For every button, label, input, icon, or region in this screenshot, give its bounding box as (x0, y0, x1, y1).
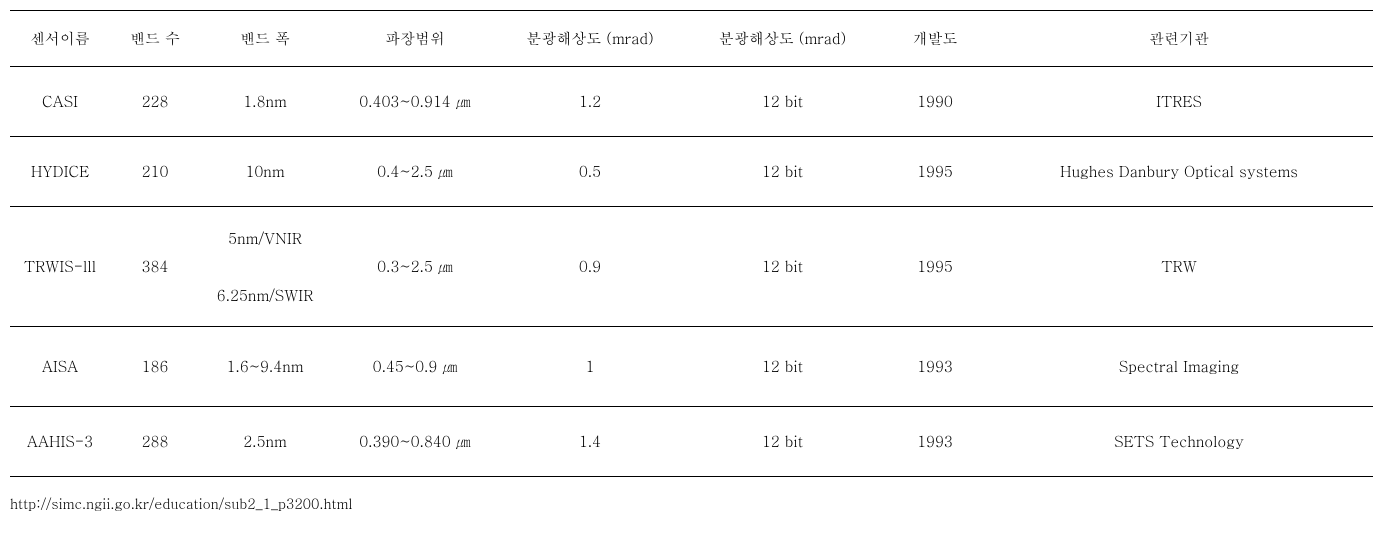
table-cell: 12 bit (680, 327, 885, 407)
column-header: 관련기관 (985, 11, 1373, 67)
table-cell: 2.5nm (200, 407, 330, 477)
table-cell-line: 6.25nm/SWIR (217, 285, 314, 306)
sensor-data-table: 센서이름밴드 수밴드 폭파장범위분광해상도 (mrad)분광해상도 (mrad)… (10, 10, 1373, 477)
table-cell: HYDICE (10, 137, 110, 207)
table-cell: TRWIS-lll (10, 207, 110, 327)
table-cell: SETS Technology (985, 407, 1373, 477)
table-cell: 1995 (885, 137, 985, 207)
table-cell: 5nm/VNIR 6.25nm/SWIR (200, 207, 330, 327)
table-cell: 0.45~0.9 ㎛ (330, 327, 500, 407)
table-cell: 1.8nm (200, 67, 330, 137)
table-wrapper: 센서이름밴드 수밴드 폭파장범위분광해상도 (mrad)분광해상도 (mrad)… (10, 10, 1373, 513)
table-cell: 228 (110, 67, 200, 137)
table-cell: ITRES (985, 67, 1373, 137)
table-cell: Hughes Danbury Optical systems (985, 137, 1373, 207)
table-row: AAHIS-32882.5nm0.390~0.840 ㎛1.412 bit199… (10, 407, 1373, 477)
table-cell: 1990 (885, 67, 985, 137)
table-cell: 186 (110, 327, 200, 407)
column-header: 밴드 폭 (200, 11, 330, 67)
column-header: 센서이름 (10, 11, 110, 67)
table-cell: 1993 (885, 327, 985, 407)
column-header: 밴드 수 (110, 11, 200, 67)
column-header: 분광해상도 (mrad) (680, 11, 885, 67)
table-cell-line: 5nm/VNIR (228, 228, 302, 249)
table-cell: 384 (110, 207, 200, 327)
table-cell: 0.403~0.914 ㎛ (330, 67, 500, 137)
table-row: CASI2281.8nm0.403~0.914 ㎛1.212 bit1990IT… (10, 67, 1373, 137)
table-cell: AISA (10, 327, 110, 407)
table-row: HYDICE21010nm0.4~2.5 ㎛0.512 bit1995Hughe… (10, 137, 1373, 207)
table-cell: 1.6~9.4nm (200, 327, 330, 407)
table-cell: 0.4~2.5 ㎛ (330, 137, 500, 207)
table-cell: 12 bit (680, 407, 885, 477)
table-cell: 0.9 (500, 207, 680, 327)
table-cell: 210 (110, 137, 200, 207)
table-row: TRWIS-lll384 5nm/VNIR 6.25nm/SWIR 0.3~2.5 ㎛… (10, 207, 1373, 327)
table-cell: 0.5 (500, 137, 680, 207)
source-footnote: http://simc.ngii.go.kr/education/sub2_1_… (10, 493, 1373, 513)
table-cell: 1.2 (500, 67, 680, 137)
table-cell: 12 bit (680, 67, 885, 137)
table-row: AISA1861.6~9.4nm0.45~0.9 ㎛112 bit1993Spe… (10, 327, 1373, 407)
column-header: 파장범위 (330, 11, 500, 67)
table-cell: 1993 (885, 407, 985, 477)
table-cell: Spectral Imaging (985, 327, 1373, 407)
table-cell: 1995 (885, 207, 985, 327)
column-header: 분광해상도 (mrad) (500, 11, 680, 67)
table-cell: 0.3~2.5 ㎛ (330, 207, 500, 327)
table-cell: 12 bit (680, 207, 885, 327)
table-cell: AAHIS-3 (10, 407, 110, 477)
table-header-row: 센서이름밴드 수밴드 폭파장범위분광해상도 (mrad)분광해상도 (mrad)… (10, 11, 1373, 67)
column-header: 개발도 (885, 11, 985, 67)
table-cell: 288 (110, 407, 200, 477)
table-cell: CASI (10, 67, 110, 137)
table-cell: 1 (500, 327, 680, 407)
table-cell: 12 bit (680, 137, 885, 207)
table-cell: 10nm (200, 137, 330, 207)
table-cell: TRW (985, 207, 1373, 327)
table-cell: 0.390~0.840 ㎛ (330, 407, 500, 477)
table-cell: 1.4 (500, 407, 680, 477)
